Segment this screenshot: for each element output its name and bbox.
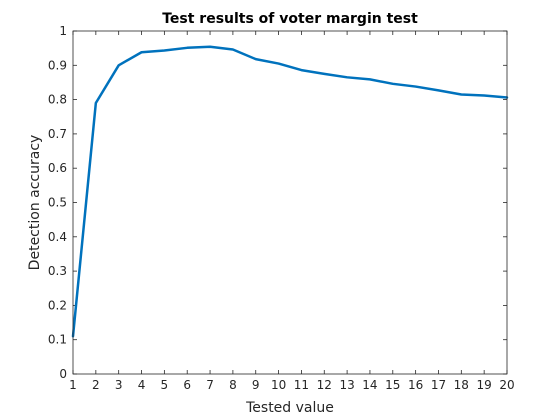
chart-title: Test results of voter margin test: [162, 11, 418, 27]
plot-area-background: [73, 31, 507, 374]
series-line: [71, 45, 509, 338]
x-tick-label: 2: [92, 378, 100, 392]
x-tick-label: 15: [385, 378, 400, 392]
x-tick-label: 7: [206, 378, 214, 392]
y-tick-label: 0.5: [48, 196, 67, 210]
x-tick-label: 14: [362, 378, 377, 392]
y-tick-label: 0.8: [48, 93, 67, 107]
x-tick-label: 17: [431, 378, 446, 392]
axes-box: [72, 30, 508, 375]
x-tick-label: 19: [477, 378, 492, 392]
x-tick-label: 10: [271, 378, 286, 392]
x-tick-label: 12: [317, 378, 332, 392]
x-tick-label: 8: [229, 378, 237, 392]
y-tick-label: 0.2: [48, 298, 67, 312]
y-tick-label: 0: [59, 367, 67, 381]
x-tick-label: 11: [294, 378, 309, 392]
y-tick-label: 0.4: [48, 230, 67, 244]
y-tick-label: 0.3: [48, 264, 67, 278]
x-tick-label: 6: [183, 378, 191, 392]
x-tick-label: 5: [161, 378, 169, 392]
x-tick-label: 16: [408, 378, 423, 392]
x-tick-label: 3: [115, 378, 123, 392]
x-tick-label: 20: [499, 378, 514, 392]
x-tick-label: 18: [454, 378, 469, 392]
y-axis-label: Detection accuracy: [27, 135, 43, 271]
x-tick-label: 13: [339, 378, 354, 392]
x-tick-label: 9: [252, 378, 260, 392]
y-tick-label: 0.6: [48, 161, 67, 175]
series-layer: [71, 45, 509, 338]
y-tick-label: 1: [59, 24, 67, 38]
ticks-layer: 1 2 3 4 5 6 7 8 9 10 11 12 13 14 15 16 17 18 19 2000.10.20.…: [48, 24, 515, 392]
y-tick-label: 0.1: [48, 333, 67, 347]
x-tick-label: 4: [138, 378, 146, 392]
x-tick-label: 1: [69, 378, 77, 392]
y-tick-label: 0.7: [48, 127, 67, 141]
x-axis-label: Tested value: [245, 400, 334, 416]
y-tick-label: 0.9: [48, 58, 67, 72]
